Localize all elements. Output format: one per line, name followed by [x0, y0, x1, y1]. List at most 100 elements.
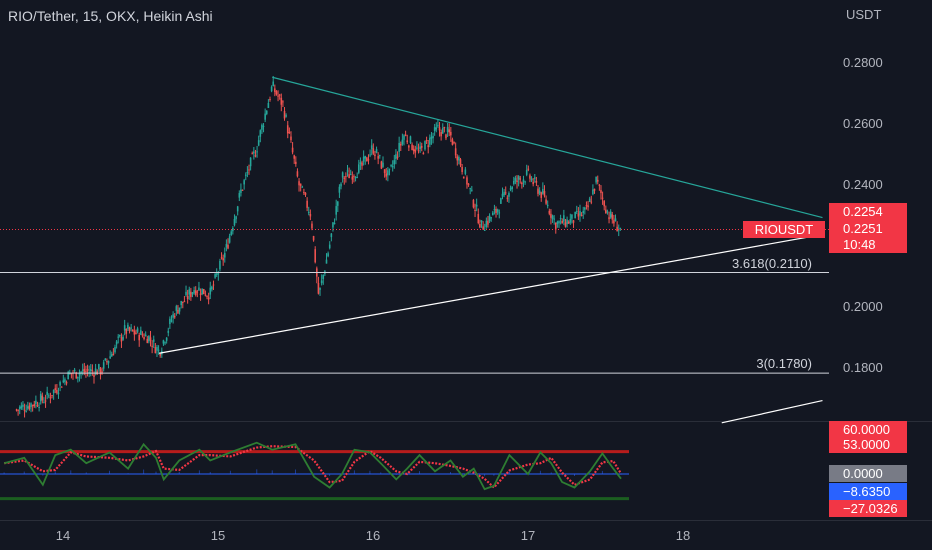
- candle-body: [566, 219, 568, 225]
- candle-body: [401, 139, 404, 145]
- candle-body: [159, 353, 161, 356]
- candle-body: [167, 330, 170, 333]
- candle-body: [49, 397, 52, 399]
- candle-body: [451, 139, 454, 145]
- candle-body: [193, 290, 195, 294]
- candle-body: [47, 395, 50, 397]
- candle-body: [93, 374, 95, 377]
- osc-zero-tag-bg: [829, 465, 907, 482]
- candle-body: [464, 169, 467, 174]
- candle-body: [456, 156, 459, 161]
- price-axis-layer: 0.2800 0.2600 0.2400 0.2000 0.1800: [843, 55, 883, 375]
- candle-body: [256, 151, 258, 153]
- candle-body: [299, 183, 302, 186]
- candle-body: [471, 189, 473, 191]
- candle-body: [446, 127, 449, 132]
- osc-zero-tag: 0.0000: [843, 466, 883, 481]
- candle-body: [204, 294, 207, 296]
- candle-body: [613, 220, 615, 224]
- candle-body: [151, 345, 153, 347]
- candle-body: [580, 214, 583, 216]
- candle-body: [419, 146, 421, 150]
- candle-body: [459, 159, 462, 166]
- candle-body: [559, 218, 562, 220]
- candle-body: [601, 197, 604, 199]
- candle-body: [86, 368, 89, 371]
- candle-body: [575, 211, 578, 213]
- candle-body: [73, 369, 76, 372]
- candle-body: [30, 403, 32, 408]
- candle-body: [582, 210, 585, 214]
- candle-body: [228, 236, 231, 243]
- candle-body: [359, 162, 362, 164]
- candle-body: [254, 155, 257, 157]
- candle-body: [157, 349, 160, 351]
- candle-body: [148, 335, 150, 342]
- candle-body: [312, 236, 315, 241]
- candle-body: [337, 201, 339, 206]
- osc-value-tag-bg: [829, 483, 907, 500]
- candle-body: [403, 135, 405, 140]
- candle-body: [91, 370, 94, 372]
- candle-body: [178, 307, 181, 312]
- candle-body: [556, 221, 559, 224]
- candle-body: [351, 176, 354, 180]
- candle-body: [354, 177, 357, 179]
- candle-body: [140, 330, 142, 335]
- candle-body: [574, 211, 576, 219]
- candle-body: [199, 293, 202, 296]
- candle-body: [25, 411, 27, 413]
- trendlines-layer: [158, 76, 823, 424]
- candle-body: [236, 206, 239, 212]
- candle-body: [112, 353, 115, 356]
- candle-body: [301, 186, 304, 188]
- candle-body: [291, 147, 294, 153]
- symbol-tag: RIOUSDT: [755, 222, 814, 237]
- candle-body: [269, 99, 271, 101]
- candle-body: [514, 178, 517, 182]
- candle-body: [609, 211, 612, 218]
- candle-body: [89, 369, 92, 372]
- candle-body: [567, 221, 570, 224]
- upper-trendline: [272, 76, 823, 219]
- candle-body: [328, 244, 331, 249]
- candle-body: [369, 154, 371, 156]
- candle-body: [131, 329, 134, 331]
- candle-body: [128, 327, 131, 331]
- candle-body: [325, 259, 328, 264]
- candle-body: [529, 175, 531, 179]
- candle-body: [183, 301, 186, 303]
- price-tick-label: 0.2400: [843, 177, 883, 192]
- candle-body: [482, 226, 484, 230]
- candle-body: [198, 287, 200, 291]
- candle-body: [52, 389, 55, 394]
- candle-body: [554, 223, 557, 230]
- candle-body: [543, 191, 546, 196]
- candle-body: [414, 149, 417, 153]
- candle-body: [593, 188, 596, 191]
- candle-body: [340, 183, 342, 187]
- candle-body: [500, 198, 502, 204]
- candle-body: [80, 371, 82, 373]
- candle-body: [227, 244, 229, 249]
- candle-body: [44, 400, 47, 402]
- candle-body: [225, 243, 228, 248]
- candle-body: [290, 136, 292, 141]
- candle-body: [605, 209, 607, 214]
- time-tick-label: 18: [676, 528, 690, 543]
- candle-body: [62, 380, 65, 383]
- candle-body: [385, 173, 388, 177]
- candle-body: [319, 287, 321, 290]
- candle-body: [114, 346, 116, 353]
- candle-body: [564, 222, 567, 227]
- candle-body: [611, 214, 614, 220]
- candle-body: [119, 335, 121, 337]
- candle-body: [492, 212, 494, 216]
- candle-body: [209, 287, 212, 295]
- candle-body: [433, 127, 436, 132]
- candle-body: [306, 200, 308, 208]
- candle-body: [516, 180, 518, 183]
- candle-body: [288, 132, 291, 134]
- candle-body: [477, 213, 480, 224]
